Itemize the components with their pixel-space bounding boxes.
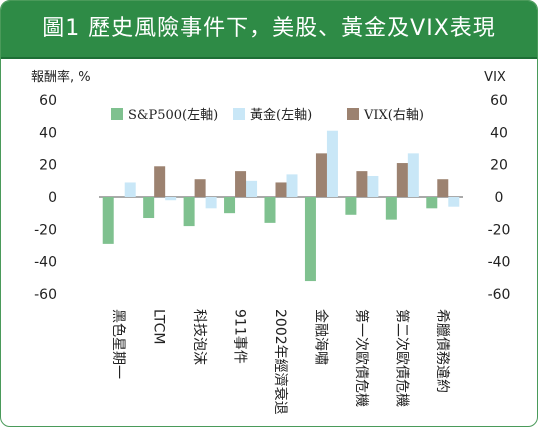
- chart-bars: [102, 130, 460, 282]
- left-tick-label: 20: [39, 158, 57, 174]
- bar-sp500: [385, 197, 397, 220]
- bar-sp500: [304, 197, 316, 282]
- category-label: 911事件: [232, 309, 248, 364]
- bar-vix: [315, 153, 327, 197]
- category-label: 第一次歐債危機: [353, 309, 370, 407]
- bar-gold: [246, 180, 258, 197]
- legend-label: S&P500(左軸): [128, 108, 218, 123]
- bar-sp500: [426, 197, 438, 209]
- category-label: 科技泡沫: [191, 309, 207, 365]
- category-label: 2002年經濟衰退: [272, 309, 289, 415]
- bar-sp500: [264, 197, 276, 223]
- bar-gold: [367, 175, 379, 197]
- left-tick-label: 60: [39, 93, 57, 109]
- left-tick-label: 40: [39, 125, 57, 141]
- bar-gold: [124, 182, 136, 197]
- left-tick-label: -60: [34, 287, 57, 303]
- category-label: 第二次歐債危機: [393, 309, 410, 407]
- bar-sp500: [345, 197, 357, 215]
- right-tick-label: 60: [490, 93, 508, 109]
- bar-vix: [356, 171, 368, 197]
- bar-sp500: [183, 197, 195, 227]
- bar-gold: [407, 153, 419, 197]
- bar-vix: [437, 179, 449, 197]
- bar-vix: [275, 182, 287, 197]
- bar-vix: [154, 166, 166, 197]
- legend-swatch: [347, 108, 359, 120]
- right-tick-label: -40: [488, 255, 511, 271]
- category-label: 黑色星期一: [110, 309, 127, 379]
- bar-gold: [286, 174, 298, 197]
- title-bar: 圖1 歷史風險事件下，美股、黃金及VIX表現: [1, 1, 537, 59]
- left-axis-title: 報酬率, %: [31, 69, 91, 85]
- category-label: LTCM: [151, 309, 167, 344]
- bar-sp500: [224, 197, 236, 214]
- bar-sp500: [102, 197, 114, 244]
- bar-gold: [326, 130, 338, 197]
- bar-vix: [396, 163, 408, 197]
- chart-title: 圖1 歷史風險事件下，美股、黃金及VIX表現: [42, 16, 496, 41]
- legend-label: VIX(右軸): [363, 108, 424, 123]
- right-tick-label: -60: [488, 287, 511, 303]
- right-axis-title: VIX: [484, 70, 506, 85]
- chart-legend: S&P500(左軸) 黃金(左軸) VIX(右軸): [111, 107, 424, 123]
- left-tick-label: -20: [34, 222, 57, 238]
- left-tick-label: 0: [48, 190, 57, 206]
- category-label: 希臘債務違約: [434, 309, 450, 393]
- legend-swatch: [233, 108, 245, 120]
- left-tick-label: -40: [34, 255, 57, 271]
- bar-vix: [194, 179, 206, 197]
- right-tick-label: 0: [495, 190, 504, 206]
- category-label: 金融海嘯: [312, 309, 328, 365]
- category-labels: 黑色星期一 LTCM 科技泡沫 911事件 2002年經濟衰退 金融海嘯 第一次歐債危機 第二…: [110, 309, 450, 415]
- legend-swatch: [111, 108, 123, 120]
- right-tick-label: -20: [488, 222, 511, 238]
- right-tick-label: 20: [490, 158, 508, 174]
- bar-gold: [165, 197, 177, 201]
- right-tick-label: 40: [490, 125, 508, 141]
- bar-gold: [205, 197, 217, 209]
- bar-gold: [448, 197, 460, 207]
- legend-label: 黃金(左軸): [250, 107, 312, 123]
- bar-vix: [235, 171, 247, 197]
- bar-sp500: [143, 197, 155, 219]
